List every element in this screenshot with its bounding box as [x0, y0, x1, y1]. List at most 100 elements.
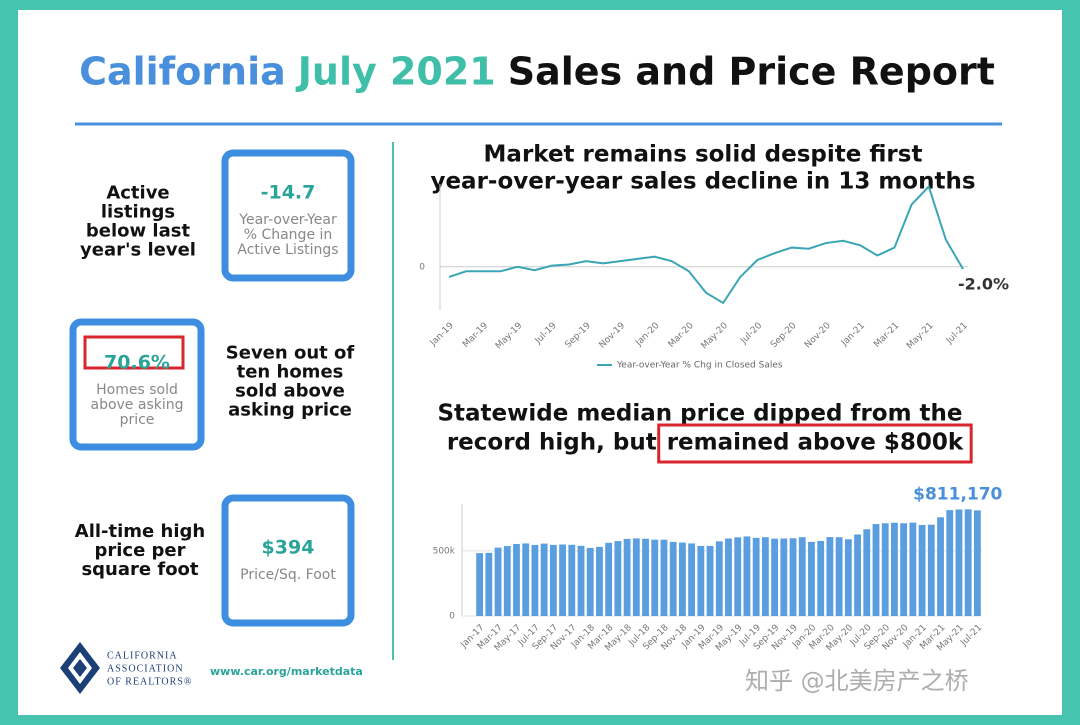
bar — [513, 543, 520, 616]
panel-label: year's level — [80, 240, 196, 261]
logo-text: OF REALTORS® — [107, 676, 192, 687]
bar — [937, 517, 944, 616]
panel-caption: Year-over-Year — [238, 212, 337, 228]
bar — [577, 545, 585, 616]
bar — [688, 543, 696, 616]
bar — [771, 538, 779, 616]
panel-value: -14.7 — [261, 182, 316, 204]
bar — [872, 524, 880, 616]
highlight-box — [657, 423, 973, 464]
bar — [669, 541, 677, 616]
bar — [697, 545, 705, 616]
panel-value: $394 — [262, 537, 315, 559]
legend-label: Year-over-Year % Chg in Closed Sales — [616, 361, 783, 371]
bar — [725, 538, 732, 616]
bar — [651, 539, 659, 616]
bar — [955, 509, 963, 616]
bar — [752, 537, 760, 616]
bar — [808, 541, 815, 616]
bar — [844, 539, 852, 616]
y-tick-label: 500k — [433, 546, 456, 556]
panel-caption: above asking — [90, 397, 183, 413]
bar — [678, 542, 686, 616]
panel-label: price per — [94, 540, 185, 561]
chart-title-highlight: remained above $800k — [667, 430, 964, 456]
bar — [596, 546, 603, 616]
bar — [798, 537, 806, 616]
bar — [789, 538, 797, 616]
value-label: $811,170 — [913, 484, 1002, 504]
panel-caption: % Change in — [244, 227, 333, 243]
bar — [734, 537, 742, 616]
title-part: California — [79, 50, 286, 94]
bar — [623, 538, 631, 616]
bar — [632, 538, 640, 616]
panel-caption: price — [120, 412, 155, 428]
panel-label: sold above — [235, 381, 345, 402]
bar — [531, 545, 539, 616]
chart-title: Statewide median price dipped from the — [437, 401, 962, 427]
highlight-box — [83, 335, 185, 370]
panel-label: Seven out of — [226, 343, 355, 364]
watermark: 知乎 @北美房产之桥 — [745, 667, 969, 695]
panel-label: All-time high — [75, 521, 205, 542]
bar — [826, 537, 834, 616]
bar — [900, 523, 908, 616]
bar — [614, 541, 622, 616]
panel-caption: Price/Sq. Foot — [240, 567, 336, 583]
bar — [881, 523, 889, 616]
stat-box — [221, 149, 355, 282]
bar — [503, 546, 511, 616]
bar — [817, 540, 825, 616]
value-label: -2.0% — [958, 275, 1009, 294]
bar — [835, 537, 843, 616]
bar — [706, 545, 714, 616]
bar — [476, 553, 484, 616]
logo-text: CALIFORNIA — [107, 650, 178, 661]
bar — [743, 536, 751, 616]
bar — [549, 544, 557, 616]
panel-label: listings — [101, 202, 175, 223]
panel-caption: Active Listings — [237, 242, 338, 258]
footer-url: www.car.org/marketdata — [210, 665, 363, 678]
bar — [605, 542, 613, 616]
bar — [586, 547, 594, 616]
y-tick-label: 0 — [449, 612, 455, 622]
bar — [863, 529, 871, 616]
bar — [494, 547, 502, 616]
panel-caption: Homes sold — [96, 382, 178, 398]
bar — [854, 534, 861, 616]
bar — [891, 522, 898, 616]
bar — [660, 539, 668, 616]
logo — [60, 642, 100, 694]
panel-label: ten homes — [237, 362, 344, 383]
panel-label: below last — [86, 221, 191, 242]
bar — [642, 538, 649, 616]
y-tick-label: 0 — [419, 262, 425, 272]
bar — [485, 552, 493, 616]
title-part: Sales and Price Report — [508, 50, 995, 94]
bar — [568, 544, 576, 616]
logo-text: ASSOCIATION — [107, 663, 184, 674]
panel-value: 70.6% — [104, 352, 170, 374]
stat-box — [221, 494, 355, 627]
bar — [780, 538, 788, 616]
bar — [559, 544, 566, 616]
panel-label: Active — [106, 183, 169, 204]
panel-label: square foot — [81, 559, 198, 580]
stat-box — [69, 318, 205, 451]
bar — [540, 543, 548, 616]
panel-label: asking price — [228, 400, 352, 421]
bar — [522, 543, 530, 616]
chart-title: Market remains solid despite first — [484, 142, 923, 168]
title-part: July 2021 — [295, 50, 496, 94]
bar — [918, 524, 926, 616]
chart-title: record high, but — [447, 430, 657, 456]
chart-title: year-over-year sales decline in 13 month… — [430, 169, 975, 195]
bar — [761, 537, 769, 616]
bar — [964, 509, 972, 616]
bar — [927, 524, 935, 616]
bar — [909, 522, 917, 616]
bar — [715, 541, 723, 616]
